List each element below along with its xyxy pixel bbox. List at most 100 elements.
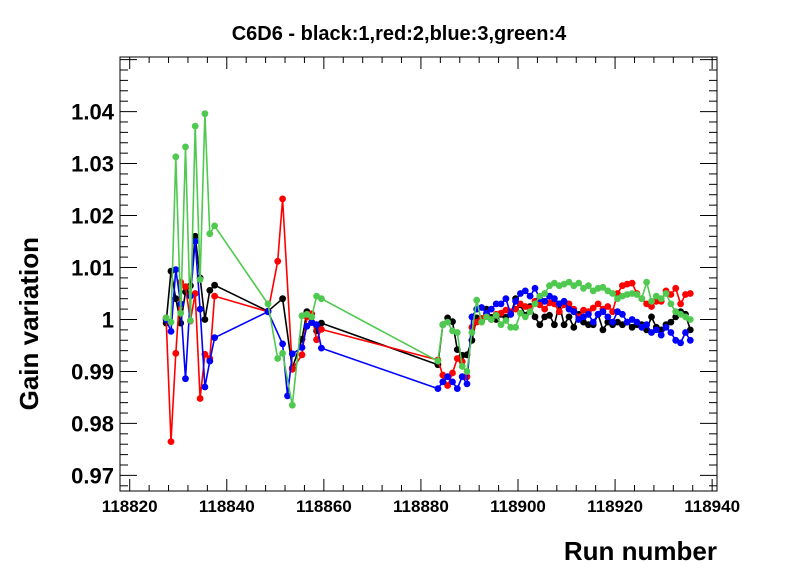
data-point-blue xyxy=(589,318,597,326)
data-point-red xyxy=(172,349,180,357)
data-point-black xyxy=(279,295,286,303)
data-point-red xyxy=(604,303,612,310)
data-point-blue xyxy=(662,323,670,331)
y-tick-label: 0.98 xyxy=(71,411,114,436)
data-point-blue xyxy=(619,310,626,318)
data-point-green xyxy=(318,295,325,303)
data-point-red xyxy=(628,279,636,287)
data-point-red xyxy=(672,284,680,292)
data-point-blue xyxy=(191,238,199,245)
data-point-blue xyxy=(182,375,189,383)
data-point-green xyxy=(196,276,204,283)
data-point-red xyxy=(648,303,655,310)
data-point-blue xyxy=(172,266,180,273)
data-point-red xyxy=(167,438,175,445)
x-axis-label: Run number xyxy=(564,536,717,566)
data-point-blue xyxy=(487,305,495,313)
data-point-blue xyxy=(303,322,311,330)
series-layer xyxy=(162,110,694,445)
data-point-blue xyxy=(201,383,209,391)
data-point-red xyxy=(677,300,684,308)
data-point-red xyxy=(541,305,549,313)
y-tick-label: 1.01 xyxy=(71,256,114,281)
data-point-green xyxy=(187,317,194,324)
data-point-blue xyxy=(497,300,505,308)
y-tick-label: 1.04 xyxy=(71,100,115,125)
data-point-green xyxy=(531,300,539,308)
data-point-blue xyxy=(643,321,650,329)
y-tick-label: 1.03 xyxy=(71,152,114,177)
data-point-red xyxy=(551,300,558,308)
data-point-green xyxy=(517,309,524,317)
data-point-blue xyxy=(284,392,291,400)
axes-layer: 118820 118840 118860 118880 118900 118920 1189… xyxy=(71,56,740,516)
data-point-blue xyxy=(211,334,219,342)
x-tick-label: 118820 xyxy=(102,497,158,516)
data-point-red xyxy=(686,290,694,297)
data-point-green xyxy=(502,317,510,324)
data-point-black xyxy=(565,313,573,321)
data-point-blue xyxy=(458,373,466,381)
data-point-black xyxy=(211,281,219,289)
y-tick-label: 1 xyxy=(102,307,114,332)
data-point-green xyxy=(182,143,189,151)
data-point-blue xyxy=(507,310,515,318)
data-point-black xyxy=(560,321,568,329)
data-point-green xyxy=(191,122,199,130)
data-point-blue xyxy=(521,287,529,295)
data-point-green xyxy=(274,355,282,362)
data-point-black xyxy=(449,318,456,325)
data-point-green xyxy=(521,313,529,321)
data-point-black xyxy=(648,313,655,321)
data-point-green xyxy=(434,357,442,365)
data-point-red xyxy=(318,326,325,333)
data-point-green xyxy=(288,401,296,409)
data-point-blue xyxy=(686,336,694,344)
data-point-blue xyxy=(434,385,442,392)
data-point-black xyxy=(551,321,558,329)
data-point-red xyxy=(594,300,602,308)
data-point-blue xyxy=(167,328,175,335)
data-point-black xyxy=(201,316,209,323)
y-tick-label: 1.02 xyxy=(71,204,114,229)
data-point-blue xyxy=(551,295,558,303)
data-point-green xyxy=(468,329,476,336)
data-point-green xyxy=(211,222,219,230)
data-point-green xyxy=(609,290,616,297)
data-point-green xyxy=(657,295,665,303)
data-point-blue xyxy=(667,329,675,336)
data-point-blue xyxy=(492,300,500,308)
data-point-black xyxy=(599,326,607,334)
data-point-red xyxy=(444,382,451,389)
data-point-blue xyxy=(677,339,684,347)
data-point-blue xyxy=(609,318,616,326)
data-point-green xyxy=(167,318,175,326)
x-tick-label: 118940 xyxy=(684,497,740,516)
data-point-green xyxy=(264,300,272,308)
data-point-green xyxy=(526,308,534,316)
data-point-green xyxy=(633,291,641,298)
data-point-blue xyxy=(560,297,568,305)
data-point-black xyxy=(546,311,553,319)
data-point-red xyxy=(589,304,597,312)
y-axis-label: Gain variation xyxy=(14,237,44,410)
data-point-red xyxy=(196,395,204,402)
data-point-red xyxy=(449,369,456,377)
data-point-blue xyxy=(288,350,296,358)
data-point-red xyxy=(211,292,219,300)
data-point-green xyxy=(473,296,481,304)
data-point-blue xyxy=(633,318,641,326)
data-point-green xyxy=(172,153,180,161)
series-green xyxy=(162,110,694,409)
data-point-blue xyxy=(570,308,578,316)
data-point-blue xyxy=(502,295,510,303)
data-point-black xyxy=(206,287,214,294)
data-point-blue xyxy=(531,284,539,292)
data-point-green xyxy=(667,300,675,308)
data-point-blue xyxy=(682,329,689,336)
data-point-blue xyxy=(206,357,214,365)
data-point-green xyxy=(458,362,466,370)
data-point-green xyxy=(206,230,214,238)
x-tick-label: 118880 xyxy=(393,497,449,516)
